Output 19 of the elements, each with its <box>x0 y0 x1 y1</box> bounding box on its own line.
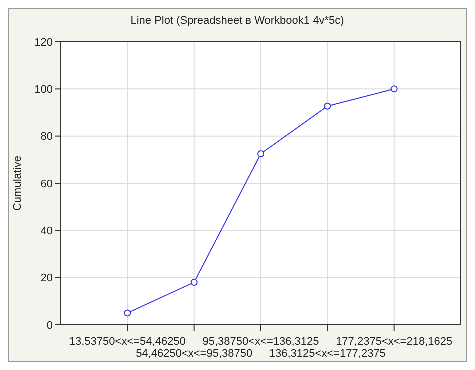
y-tick-label: 120 <box>34 36 53 49</box>
x-tick-label: 54,46250<x<=95,38750 <box>136 348 253 360</box>
y-tick-label: 20 <box>40 272 53 285</box>
point <box>390 86 398 93</box>
y-tick-label: 100 <box>34 84 53 96</box>
y-tick-label: 0 <box>46 320 53 332</box>
point <box>324 102 332 110</box>
y-tick-label: 80 <box>40 131 53 144</box>
x-tick-label: 177,2375<x<=218,1625 <box>336 336 453 348</box>
chart-title: Line Plot (Spreadsheet в Workbook1 4v*5c) <box>130 14 346 29</box>
y-tick-label: 60 <box>40 178 53 190</box>
point <box>124 310 132 317</box>
point <box>258 150 264 158</box>
y-tick-label: 40 <box>40 226 53 238</box>
y-axis-title: Cumulative <box>12 156 24 212</box>
point <box>190 279 198 286</box>
x-tick-label: 13,53750<x<=54,46250 <box>69 336 186 348</box>
x-tick-label: 95,38750<x<=136,3125 <box>202 336 320 348</box>
x-tick-label: 136,3125<x<=177,2375 <box>269 348 386 360</box>
